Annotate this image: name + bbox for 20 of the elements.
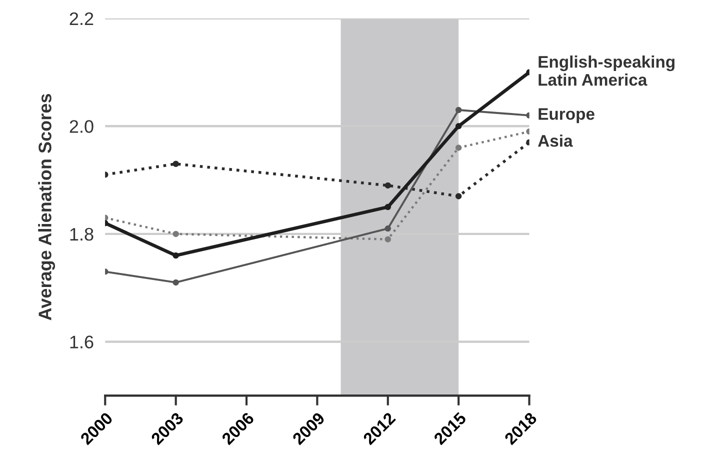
y-tick-label: 1.8 [70, 228, 94, 241]
point [384, 225, 392, 232]
point [172, 279, 179, 286]
point [172, 230, 179, 238]
point [455, 144, 462, 151]
y-tick-label: 2.2 [70, 12, 94, 25]
point [455, 123, 462, 130]
point [384, 204, 392, 210]
point [384, 236, 392, 242]
y-tick-label: 1.6 [70, 336, 94, 348]
point [455, 193, 462, 200]
point [172, 160, 179, 168]
series-label: Asia [538, 134, 573, 147]
series-label: English-speaking Latin America [538, 56, 674, 86]
y-tick-label: 2.0 [70, 120, 94, 133]
y-axis-title: Average Alienation Scores [38, 94, 56, 320]
series-label: Europe [538, 108, 594, 124]
point [172, 252, 179, 259]
point [384, 182, 392, 189]
point [455, 106, 462, 114]
